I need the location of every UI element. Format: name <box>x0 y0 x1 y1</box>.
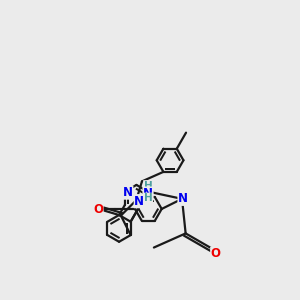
Text: N: N <box>134 195 144 208</box>
Text: N: N <box>123 186 133 199</box>
Text: O: O <box>211 247 221 260</box>
Text: N: N <box>143 187 153 200</box>
Text: H: H <box>144 181 152 191</box>
Text: N: N <box>178 192 188 205</box>
Text: H: H <box>144 193 153 203</box>
Text: O: O <box>93 203 103 216</box>
